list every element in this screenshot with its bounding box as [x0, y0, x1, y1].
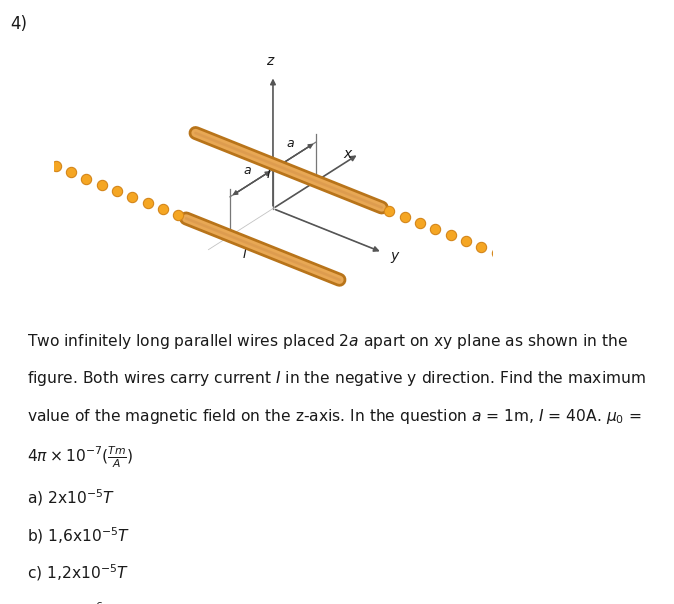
Point: [173, 211, 184, 220]
Text: c) 1,2x10$^{-5}$$T$: c) 1,2x10$^{-5}$$T$: [27, 562, 129, 583]
Point: [491, 249, 502, 259]
Text: figure. Both wires carry current $I$ in the negative y direction. Find the maxim: figure. Both wires carry current $I$ in …: [27, 369, 646, 388]
Text: 4): 4): [10, 15, 27, 33]
Point: [96, 180, 107, 190]
Point: [142, 198, 153, 208]
Point: [446, 230, 456, 240]
Text: value of the magnetic field on the z-axis. In the question $a$ = 1m, $I$ = 40A. : value of the magnetic field on the z-axi…: [27, 406, 641, 426]
Text: d) 8x10$^{-6}$$T$: d) 8x10$^{-6}$$T$: [27, 600, 115, 604]
Point: [476, 243, 487, 252]
Text: I: I: [266, 169, 270, 181]
Text: y: y: [390, 249, 398, 263]
Text: a: a: [286, 137, 294, 150]
Point: [507, 255, 518, 265]
Text: Two infinitely long parallel wires placed 2$a$ apart on xy plane as shown in the: Two infinitely long parallel wires place…: [27, 332, 627, 351]
Point: [415, 218, 425, 228]
Point: [399, 212, 410, 222]
Point: [51, 161, 61, 171]
Text: a) 2x10$^{-5}$$T$: a) 2x10$^{-5}$$T$: [27, 487, 115, 508]
Text: I: I: [242, 248, 246, 262]
Point: [81, 174, 92, 184]
Point: [66, 167, 77, 177]
Text: z: z: [266, 54, 274, 68]
Text: b) 1,6x10$^{-5}$$T$: b) 1,6x10$^{-5}$$T$: [27, 525, 130, 545]
Point: [158, 204, 168, 214]
Point: [112, 186, 123, 196]
Point: [460, 236, 471, 246]
Point: [430, 224, 441, 234]
Point: [127, 192, 138, 202]
Text: $4\pi \times 10^{-7}$($\frac{Tm}{A}$): $4\pi \times 10^{-7}$($\frac{Tm}{A}$): [27, 445, 133, 470]
Text: x: x: [343, 147, 351, 161]
Point: [384, 206, 395, 216]
Text: a: a: [243, 164, 251, 178]
